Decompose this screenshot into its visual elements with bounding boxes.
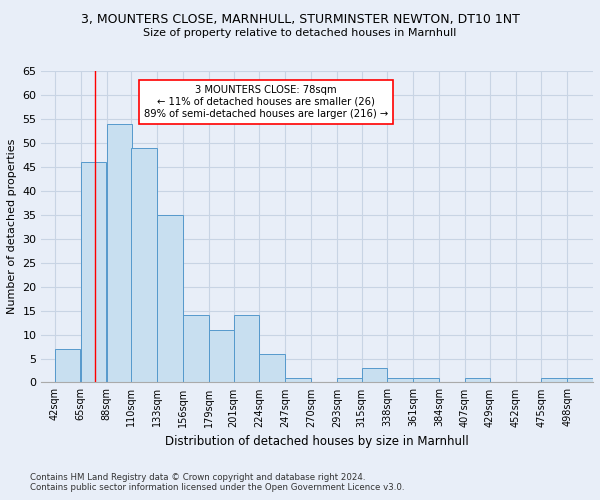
Bar — [388, 378, 413, 382]
Y-axis label: Number of detached properties: Number of detached properties — [7, 139, 17, 314]
Bar — [131, 148, 157, 382]
Text: Contains public sector information licensed under the Open Government Licence v3: Contains public sector information licen… — [30, 482, 404, 492]
Bar — [259, 354, 285, 382]
Bar — [55, 349, 80, 382]
Bar — [465, 378, 490, 382]
X-axis label: Distribution of detached houses by size in Marnhull: Distribution of detached houses by size … — [166, 435, 469, 448]
Bar — [157, 214, 182, 382]
Bar — [567, 378, 593, 382]
Text: Size of property relative to detached houses in Marnhull: Size of property relative to detached ho… — [143, 28, 457, 38]
Bar — [541, 378, 567, 382]
Text: Contains HM Land Registry data © Crown copyright and database right 2024.: Contains HM Land Registry data © Crown c… — [30, 472, 365, 482]
Bar — [233, 316, 259, 382]
Bar — [183, 316, 209, 382]
Text: 3 MOUNTERS CLOSE: 78sqm
← 11% of detached houses are smaller (26)
89% of semi-de: 3 MOUNTERS CLOSE: 78sqm ← 11% of detache… — [144, 86, 388, 118]
Bar — [413, 378, 439, 382]
Bar — [81, 162, 106, 382]
Bar — [362, 368, 387, 382]
Bar — [107, 124, 132, 382]
Text: 3, MOUNTERS CLOSE, MARNHULL, STURMINSTER NEWTON, DT10 1NT: 3, MOUNTERS CLOSE, MARNHULL, STURMINSTER… — [80, 12, 520, 26]
Bar — [337, 378, 362, 382]
Bar — [209, 330, 235, 382]
Bar — [285, 378, 311, 382]
